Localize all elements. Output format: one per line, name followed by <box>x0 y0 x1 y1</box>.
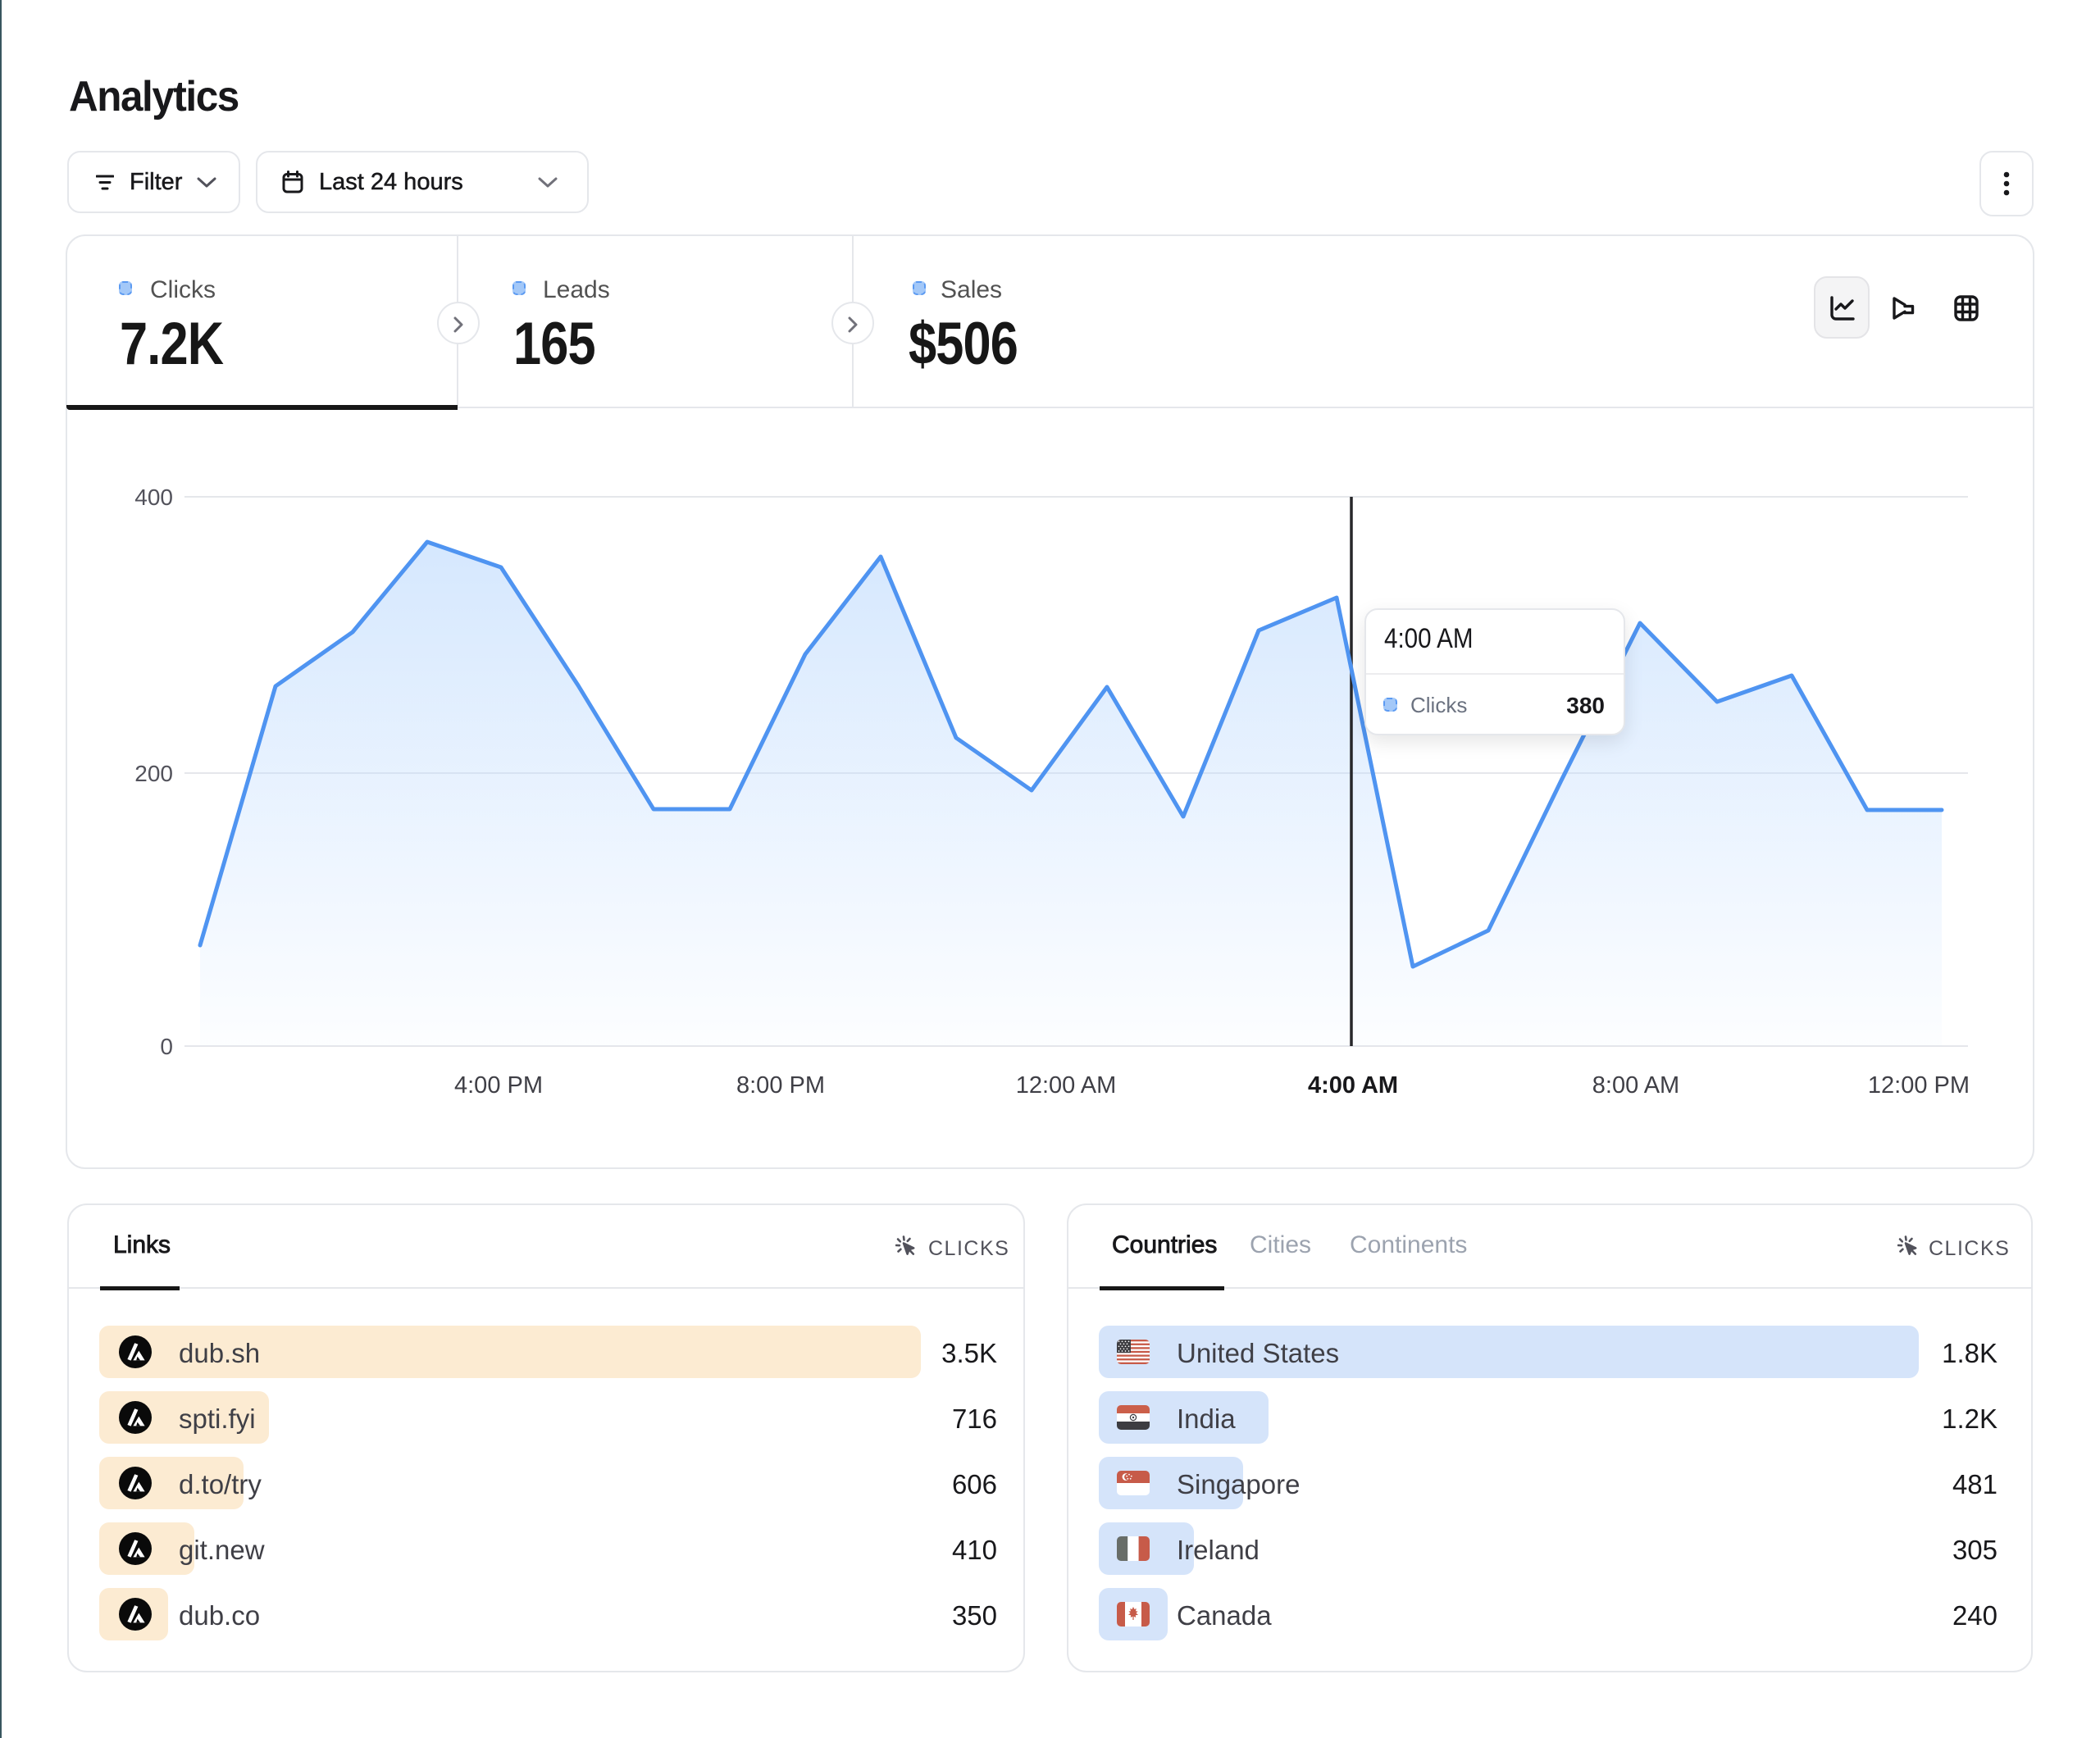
svg-text:4:00 AM: 4:00 AM <box>1308 1072 1398 1099</box>
svg-text:8:00 AM: 8:00 AM <box>1592 1072 1679 1099</box>
svg-text:0: 0 <box>160 1034 173 1059</box>
svg-text:4:00 PM: 4:00 PM <box>454 1072 543 1099</box>
svg-text:12:00 AM: 12:00 AM <box>1016 1072 1117 1099</box>
svg-text:400: 400 <box>134 485 173 510</box>
svg-text:8:00 PM: 8:00 PM <box>736 1072 825 1099</box>
svg-text:12:00 PM: 12:00 PM <box>1868 1072 1970 1099</box>
svg-text:200: 200 <box>134 761 173 786</box>
